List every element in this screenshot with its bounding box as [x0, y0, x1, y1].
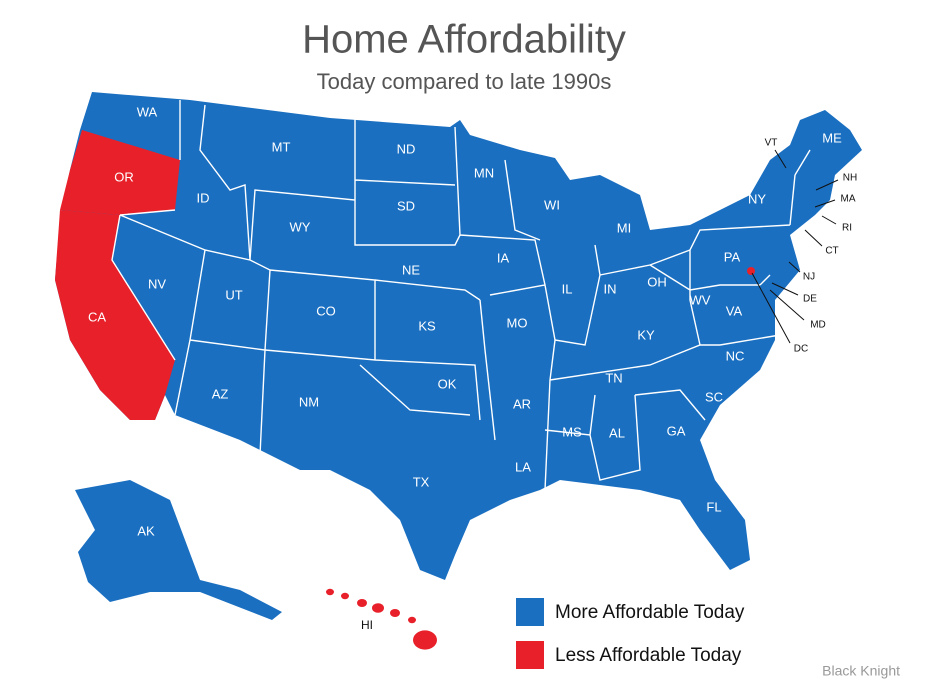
state-label: PA [724, 249, 741, 264]
state-label: ID [197, 190, 210, 205]
legend: More Affordable Today Less Affordable Tod… [516, 598, 745, 669]
state-label: MO [507, 315, 528, 330]
state-label: WA [137, 104, 158, 119]
state-label: KY [637, 327, 655, 342]
state-label: NC [726, 348, 745, 363]
state-label: NJ [803, 272, 815, 283]
state-label: ME [822, 130, 842, 145]
state-label: RI [842, 223, 852, 234]
state-label: NV [148, 276, 166, 291]
state-label: IN [604, 281, 617, 296]
state-label: KS [418, 318, 436, 333]
state-label: OK [438, 376, 457, 391]
legend-label: More Affordable Today [555, 602, 745, 623]
map [55, 92, 862, 650]
hawaii-island [372, 603, 384, 613]
state-label: AK [137, 523, 155, 538]
source: Black Knight [822, 663, 900, 679]
state-label: CT [825, 246, 838, 257]
state-shape [75, 480, 282, 620]
state-label: MD [810, 320, 826, 331]
dc-marker [747, 267, 755, 275]
state-label: OH [647, 274, 667, 289]
state-label: ND [397, 141, 416, 156]
state-label: GA [667, 423, 686, 438]
hawaii-island [357, 599, 367, 607]
state-label: CA [88, 309, 106, 324]
state-label: OR [114, 169, 134, 184]
state-label: NM [299, 394, 319, 409]
hawaii-island [408, 616, 416, 624]
legend-swatch [516, 641, 544, 669]
state-label: AL [609, 425, 625, 440]
state-label: IA [497, 250, 510, 265]
hawaii-island [413, 630, 437, 650]
state-label: DC [794, 344, 808, 355]
subtitle: Today compared to late 1990s [317, 69, 612, 94]
state-label: WV [690, 292, 711, 307]
legend-label: Less Affordable Today [555, 645, 742, 666]
state-label: CO [316, 303, 336, 318]
state-label: FL [706, 499, 721, 514]
hawaii-island [341, 592, 349, 600]
state-shape [55, 210, 175, 420]
title: Home Affordability [302, 18, 626, 62]
state-label: WY [290, 219, 311, 234]
state-label: TX [413, 474, 430, 489]
state-label: WI [544, 197, 560, 212]
state-label: TN [605, 370, 622, 385]
state-shape [60, 130, 180, 215]
state-label: DE [803, 294, 817, 305]
state-label: NH [843, 173, 857, 184]
legend-swatch [516, 598, 544, 626]
state-label: MA [841, 194, 856, 205]
lower-48 [55, 92, 862, 580]
state-label: HI [361, 618, 373, 632]
state-label: AZ [212, 386, 229, 401]
state-label: MI [617, 220, 631, 235]
hawaii-island [326, 588, 334, 596]
state-label: LA [515, 459, 531, 474]
leader-lines [751, 149, 839, 344]
state-label: NY [748, 191, 766, 206]
state-label: SC [705, 389, 723, 404]
state-label: IL [562, 281, 573, 296]
state-label: UT [225, 287, 242, 302]
state-label: AR [513, 396, 531, 411]
state-label: SD [397, 198, 415, 213]
state-label: MT [272, 139, 291, 154]
state-label: NE [402, 262, 420, 277]
state-labels: WA OR CA NV ID MT WY UT AZ CO NM ND SD NE KS OK TX MN IA MO… [88, 104, 857, 632]
state-label: VT [765, 138, 778, 149]
hawaii-island [390, 609, 400, 617]
state-borders [111, 100, 811, 491]
state-label: MN [474, 165, 494, 180]
state-label: MS [562, 424, 582, 439]
state-label: VA [726, 303, 743, 318]
